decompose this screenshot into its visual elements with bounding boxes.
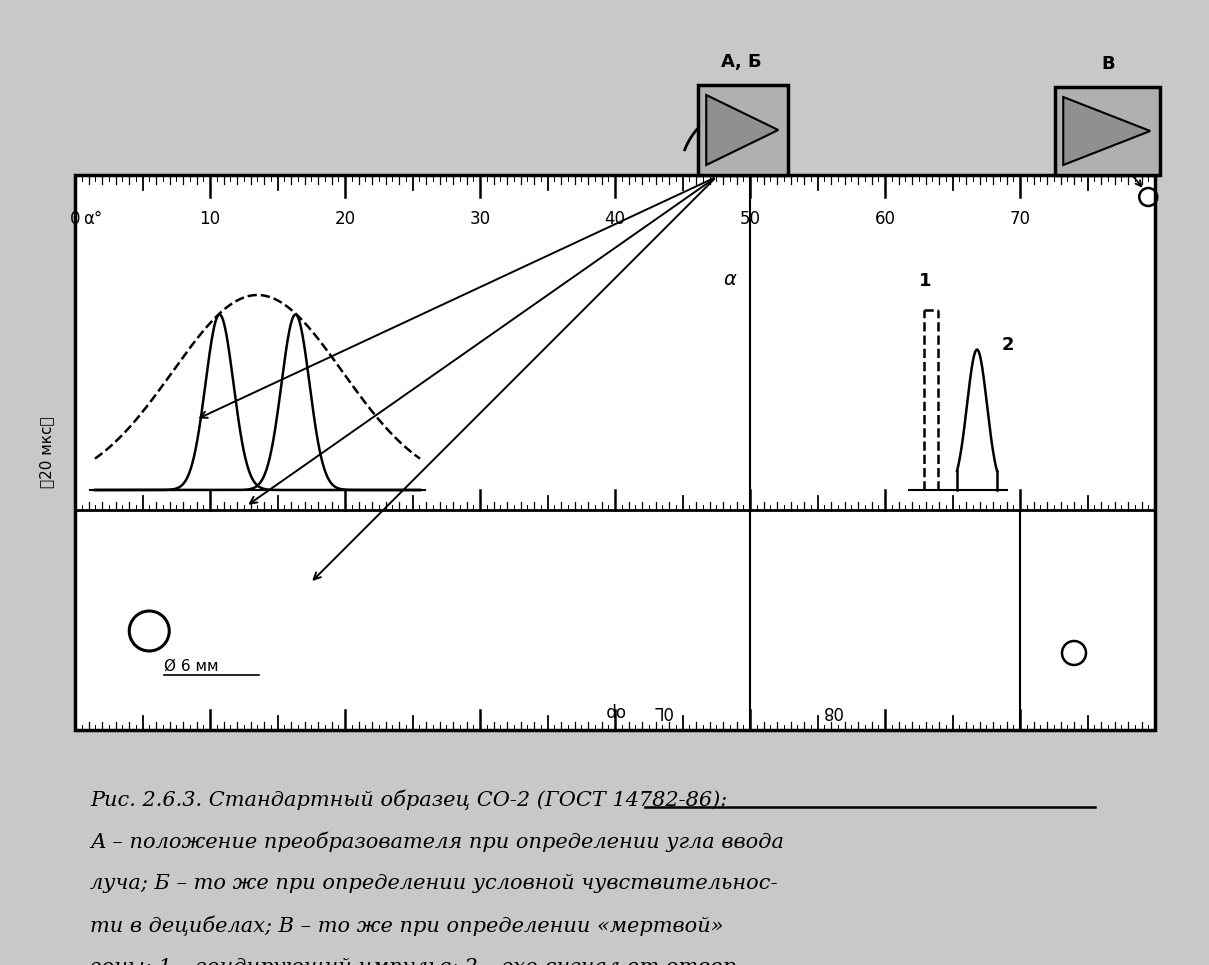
Text: 0: 0 <box>70 210 80 228</box>
Text: 30: 30 <box>469 210 491 228</box>
Text: α: α <box>723 270 736 289</box>
Text: 2: 2 <box>1002 336 1014 353</box>
Text: op: op <box>604 702 625 720</box>
Bar <box>699 85 788 175</box>
Text: 0L: 0L <box>653 702 672 720</box>
Text: 60: 60 <box>874 210 896 228</box>
Text: 50: 50 <box>740 210 760 228</box>
Text: Ø 6 мм: Ø 6 мм <box>164 659 219 674</box>
Text: В: В <box>1101 55 1115 73</box>
Text: А – положение преобразователя при определении угла ввода: А – положение преобразователя при опреде… <box>89 832 783 852</box>
Text: луча; Б – то же при определении условной чувствительнос-: луча; Б – то же при определении условной… <box>89 874 777 893</box>
Polygon shape <box>1063 97 1150 165</box>
Text: зоны: 1 – зондирующий импульс; 2 – эхо-сигнал от отвер-: зоны: 1 – зондирующий импульс; 2 – эхо-с… <box>89 958 742 965</box>
Text: 〈20 мкс〉: 〈20 мкс〉 <box>40 417 54 488</box>
Text: α°: α° <box>83 210 103 228</box>
Bar <box>75 175 1155 730</box>
Text: 08: 08 <box>821 702 841 720</box>
Text: 1: 1 <box>919 272 931 290</box>
Text: 40: 40 <box>604 210 625 228</box>
Text: А, Б: А, Б <box>721 53 762 71</box>
Text: 70: 70 <box>1010 210 1030 228</box>
Text: ти в децибелах; В – то же при определении «мертвой»: ти в децибелах; В – то же при определени… <box>89 916 723 936</box>
Text: Рис. 2.6.3. Стандартный образец СО-2 (ГОСТ 14782-86):: Рис. 2.6.3. Стандартный образец СО-2 (ГО… <box>89 790 728 811</box>
Text: 20: 20 <box>335 210 355 228</box>
Polygon shape <box>706 95 779 165</box>
Bar <box>1055 87 1161 175</box>
Text: 10: 10 <box>199 210 220 228</box>
